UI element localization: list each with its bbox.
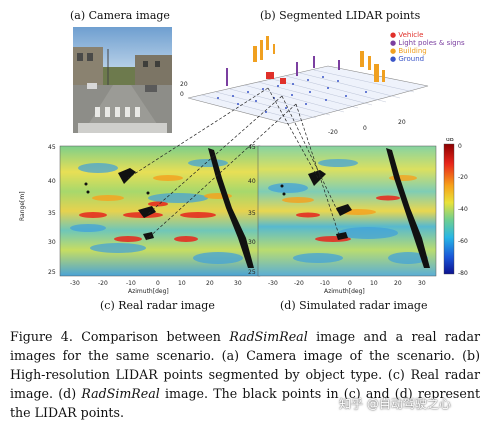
radar-simulated-image: [257, 145, 437, 277]
svg-text:30: 30: [234, 280, 242, 287]
subcaption-b: (b) Segmented LIDAR points: [260, 9, 421, 22]
radar-real-image: [59, 145, 261, 277]
svg-text:0: 0: [348, 280, 352, 287]
left-xlabel: Azimuth[deg]: [128, 288, 169, 295]
svg-text:30: 30: [248, 239, 256, 246]
figure-caption: Figure 4. Comparison between RadSimReal …: [10, 329, 481, 420]
subcaption-d: (d) Simulated radar image: [280, 299, 428, 312]
svg-text:0: 0: [180, 91, 184, 98]
svg-text:0: 0: [458, 143, 462, 150]
svg-text:20: 20: [394, 280, 402, 287]
svg-text:10: 10: [178, 280, 186, 287]
svg-text:10: 10: [370, 280, 378, 287]
subcaption-c: (c) Real radar image: [100, 299, 215, 312]
svg-text:-10: -10: [320, 280, 330, 287]
right-xticks: -30 -20 -10 0 10 20 30: [268, 280, 426, 287]
svg-text:25: 25: [48, 269, 56, 276]
svg-text:25: 25: [248, 269, 256, 276]
svg-text:20: 20: [180, 81, 188, 88]
svg-text:45: 45: [48, 144, 56, 151]
legend-item-vehicle: ● Vehicle: [390, 31, 424, 39]
svg-text:30: 30: [418, 280, 426, 287]
legend-item-ground: ● Ground: [390, 55, 425, 63]
svg-text:45: 45: [248, 144, 256, 151]
svg-text:40: 40: [48, 178, 56, 185]
right-xlabel: Azimuth[deg]: [324, 288, 365, 295]
radar-figures: Range[m] 45 40 35 30 25 -30 -20 -10 0 10…: [19, 138, 468, 295]
svg-text:-30: -30: [70, 280, 80, 287]
left-ylabel: Range[m]: [19, 191, 26, 221]
colorbar: dB 0 -20 -40 -60 -80: [443, 138, 468, 277]
svg-text:-20: -20: [328, 129, 338, 136]
legend-item-building: ● Building: [390, 47, 427, 55]
svg-text:0: 0: [156, 280, 160, 287]
svg-text:dB: dB: [446, 138, 454, 143]
svg-text:20: 20: [206, 280, 214, 287]
camera-image: [73, 27, 172, 133]
left-xticks: -30 -20 -10 0 10 20 30: [70, 280, 242, 287]
watermark: 知乎 @自动驾驶之心: [339, 397, 451, 411]
svg-text:40: 40: [248, 178, 256, 185]
svg-text:0: 0: [363, 125, 367, 132]
svg-text:-30: -30: [268, 280, 278, 287]
svg-text:-20: -20: [294, 280, 304, 287]
svg-text:-10: -10: [126, 280, 136, 287]
svg-text:-40: -40: [458, 206, 468, 213]
left-yticks: 45 40 35 30 25: [48, 144, 56, 276]
svg-text:35: 35: [248, 210, 256, 217]
lidar-legend: ● Vehicle ● Light poles & signs ● Buildi…: [390, 31, 465, 63]
svg-text:-20: -20: [98, 280, 108, 287]
svg-text:35: 35: [48, 210, 56, 217]
svg-text:-20: -20: [458, 174, 468, 181]
svg-text:20: 20: [398, 119, 406, 126]
subcaption-a: (a) Camera image: [70, 9, 170, 22]
svg-text:30: 30: [48, 239, 56, 246]
svg-text:-60: -60: [458, 238, 468, 245]
legend-item-light-poles: ● Light poles & signs: [390, 39, 465, 47]
svg-text:-80: -80: [458, 270, 468, 277]
